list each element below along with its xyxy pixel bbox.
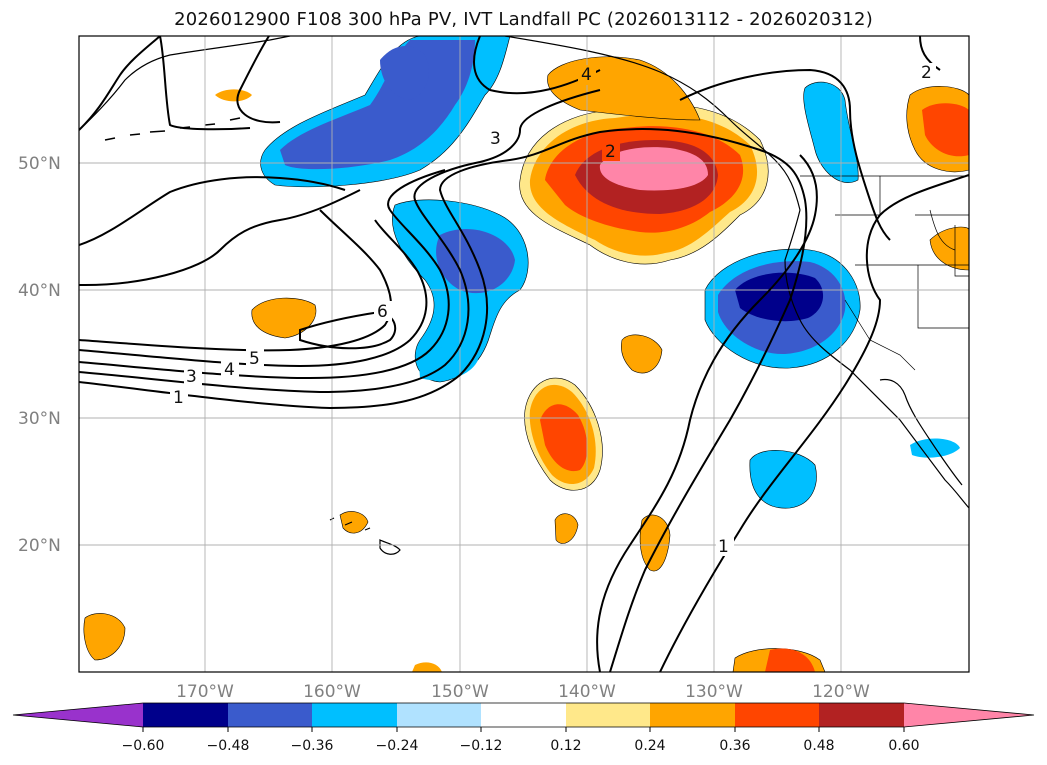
alaska-coastline <box>79 36 801 211</box>
colorbar-tick-label: 0.48 <box>803 738 834 754</box>
colorbar-tick-label: −0.60 <box>122 738 165 754</box>
colorbar-segment <box>228 703 312 727</box>
map-frame <box>78 35 970 673</box>
lon-label: 130°W <box>685 682 743 702</box>
lat-label: 20°N <box>18 536 61 556</box>
lat-label: 30°N <box>18 409 61 429</box>
colorbar-tick-label: 0.12 <box>550 738 581 754</box>
colorbar-segment <box>481 703 566 727</box>
colorbar: −0.60 −0.48 −0.36 −0.24 −0.12 0.12 0.24 … <box>12 702 1035 754</box>
colorbar-segment <box>819 703 904 727</box>
contour-label: 3 <box>186 367 197 387</box>
colorbar-tick-label: −0.48 <box>207 738 250 754</box>
contour-label: 6 <box>377 302 388 322</box>
colorbar-segment <box>397 703 481 727</box>
baja-coastline <box>904 394 963 486</box>
colorbar-tick-label: 0.36 <box>719 738 750 754</box>
plot-title: 2026012900 F108 300 hPa PV, IVT Landfall… <box>174 9 873 30</box>
colorbar-segment <box>735 703 819 727</box>
lon-label: 160°W <box>303 682 361 702</box>
contour-line-5 <box>79 219 428 368</box>
anomaly-fill-layer <box>83 36 969 672</box>
colorbar-tick-label: −0.12 <box>460 738 503 754</box>
lon-label: 120°W <box>812 682 870 702</box>
contour-label: 3 <box>490 129 501 149</box>
colorbar-segment <box>566 703 650 727</box>
contour-labels: 1 3 4 5 6 3 2 1 4 2 <box>170 63 936 557</box>
colorbar-segment <box>650 703 735 727</box>
colorbar-segment <box>143 703 228 727</box>
colorbar-extend-high <box>904 703 1034 727</box>
colorbar-ticks <box>142 727 905 732</box>
graticule <box>79 36 969 672</box>
colorbar-tick-label: −0.24 <box>376 738 419 754</box>
longitude-labels: 170°W 160°W 150°W 140°W 130°W 120°W <box>176 682 870 702</box>
colorbar-segment <box>312 703 397 727</box>
lon-label: 170°W <box>176 682 234 702</box>
lon-label: 150°W <box>431 682 489 702</box>
colorbar-tick-label: −0.36 <box>291 738 334 754</box>
contour-label: 1 <box>173 388 184 408</box>
positive-anomaly-small-west <box>251 297 317 339</box>
lat-label: 50°N <box>18 154 61 174</box>
contour-line-1 <box>79 128 808 672</box>
contour-label: 2 <box>605 142 616 162</box>
colorbar-tick-label: 0.60 <box>888 738 919 754</box>
contour-label: 1 <box>718 537 729 557</box>
colorbar-extend-low <box>13 703 143 727</box>
north-america-west-coast <box>784 209 969 509</box>
contour-line-6 <box>299 310 397 350</box>
contour-label: 4 <box>581 65 592 85</box>
lat-label: 40°N <box>18 281 61 301</box>
contour-label: 2 <box>921 63 932 83</box>
contour-line-north <box>79 36 601 131</box>
lon-label: 140°W <box>558 682 616 702</box>
latitude-labels: 50°N 40°N 30°N 20°N <box>18 154 61 556</box>
contour-line-1b <box>596 154 818 672</box>
contour-line-3 <box>79 89 601 394</box>
contour-label: 5 <box>249 349 260 369</box>
colorbar-tick-label: 0.24 <box>634 738 665 754</box>
contour-label: 4 <box>224 360 235 380</box>
